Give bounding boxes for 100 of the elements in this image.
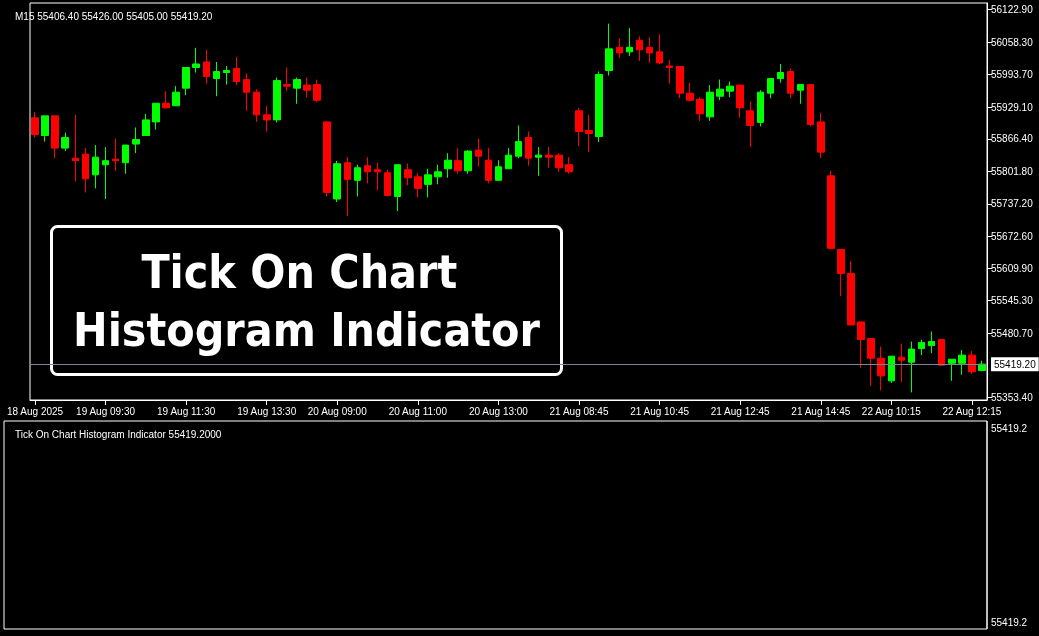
candlestick	[162, 90, 170, 110]
candlestick	[847, 260, 855, 326]
candlestick	[918, 339, 925, 356]
candlestick	[495, 159, 502, 181]
candlestick	[535, 146, 542, 177]
candlestick	[374, 162, 381, 191]
candlestick	[233, 56, 240, 86]
candlestick	[656, 33, 663, 65]
candlestick	[92, 144, 99, 189]
y-tick-label: 55737.20	[991, 198, 1034, 210]
candlestick	[293, 77, 301, 105]
y-tick-label: 55993.70	[991, 69, 1034, 81]
y-tick-label: 56058.30	[991, 36, 1034, 48]
candlestick	[525, 130, 532, 167]
candlestick	[726, 81, 734, 98]
text: 55419.2	[991, 422, 1028, 434]
candlestick	[82, 147, 89, 193]
candlestick	[636, 35, 643, 62]
candlestick	[72, 114, 79, 182]
candlestick	[444, 152, 452, 179]
candlestick	[797, 84, 804, 105]
candlestick	[243, 73, 250, 112]
candlestick	[404, 163, 412, 186]
candlestick	[595, 71, 603, 143]
candlestick	[485, 147, 492, 184]
candlestick	[464, 149, 472, 175]
candlestick	[716, 79, 724, 101]
candlestick	[676, 65, 684, 99]
candlestick	[928, 330, 935, 354]
candlestick	[877, 346, 885, 391]
candlestick	[646, 36, 653, 64]
candlestick	[41, 115, 49, 143]
candlestick	[958, 349, 966, 376]
candlestick	[132, 126, 140, 154]
x-tick-label: 19 Aug 09:30	[76, 405, 136, 417]
ref-line-label: 55419.20	[994, 358, 1037, 370]
candlestick	[666, 59, 673, 85]
x-tick-label: 20 Aug 11:00	[388, 405, 448, 417]
y-tick-label: 55672.60	[991, 230, 1034, 242]
candlestick	[978, 360, 986, 372]
candlestick	[837, 248, 845, 297]
candlestick	[746, 100, 754, 148]
candlestick	[61, 131, 69, 152]
x-tick-label: 20 Aug 09:00	[307, 405, 368, 417]
candlestick	[565, 156, 573, 175]
candlestick	[898, 343, 905, 383]
candlestick	[545, 146, 553, 169]
candlestick	[122, 144, 129, 175]
candlestick	[626, 27, 633, 57]
candlestick	[263, 105, 271, 132]
candlestick	[968, 350, 976, 375]
candlestick	[575, 107, 583, 147]
candlestick	[817, 112, 825, 159]
candlestick	[757, 89, 764, 127]
candlestick	[203, 49, 210, 85]
candlestick	[686, 82, 694, 102]
candlestick	[555, 152, 563, 173]
candlestick	[475, 138, 482, 168]
y-tick-label: 55866.40	[991, 133, 1034, 145]
candlestick	[192, 47, 200, 74]
candlestick	[152, 102, 160, 130]
x-tick-label: 20 Aug 13:00	[468, 405, 529, 417]
candlestick	[384, 169, 391, 197]
candlestick	[888, 355, 895, 384]
candlestick	[706, 84, 714, 122]
candlestick	[394, 164, 401, 212]
candlestick	[827, 170, 835, 250]
y-tick-label: 55353.40	[991, 391, 1034, 403]
y-tick-label: 55801.80	[991, 165, 1034, 177]
candlestick	[505, 147, 512, 170]
y-tick-label: 55929.10	[991, 101, 1034, 113]
x-tick-label: 21 Aug 14:45	[791, 405, 851, 417]
candlestick	[354, 164, 361, 197]
candlestick	[616, 37, 623, 59]
candlestick	[908, 341, 915, 393]
text: M15 55406.40 55426.00 55405.00 55419.20	[15, 10, 213, 22]
candlestick	[283, 66, 291, 92]
y-tick-label: 56122.90	[991, 4, 1034, 16]
x-tick-label: 21 Aug 08:45	[549, 405, 609, 417]
candlestick	[807, 84, 814, 127]
candlestick	[515, 124, 522, 159]
candlestick	[223, 65, 230, 86]
x-tick-label: 18 Aug 2025	[6, 405, 64, 417]
x-tick-label: 22 Aug 10:15	[861, 405, 922, 417]
candlestick	[51, 115, 59, 159]
x-tick-label: 21 Aug 10:45	[630, 405, 690, 417]
candlestick	[213, 61, 220, 97]
y-tick-label: 55545.30	[991, 295, 1034, 307]
candlestick	[102, 146, 109, 200]
text: 55419.2	[991, 616, 1028, 628]
candlestick	[454, 147, 462, 175]
candlestick	[696, 96, 704, 122]
candlestick	[303, 77, 311, 98]
candlestick	[333, 160, 341, 203]
candlestick	[857, 321, 865, 369]
candlestick	[414, 172, 422, 198]
candlestick	[605, 23, 613, 77]
candlestick	[112, 138, 119, 172]
annotation: Tick On Chart Histogram Indicator	[73, 244, 541, 357]
candlestick	[142, 113, 150, 136]
